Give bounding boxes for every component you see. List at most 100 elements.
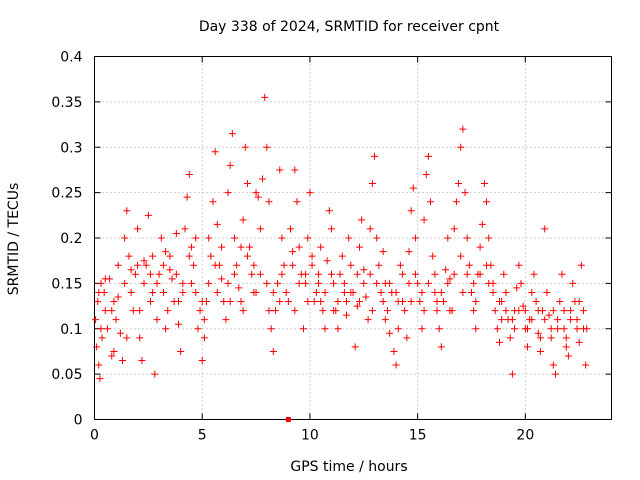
data-point (187, 279, 195, 287)
data-point (95, 361, 103, 369)
data-point (218, 275, 226, 283)
data-point (114, 261, 122, 269)
data-point (409, 184, 417, 192)
data-point (155, 270, 163, 278)
data-point (276, 166, 284, 174)
data-point (502, 307, 510, 315)
data-point (575, 298, 583, 306)
data-point (489, 288, 497, 296)
data-point-zero (285, 417, 291, 422)
x-tick-label: 20 (516, 428, 534, 444)
data-point (519, 302, 527, 310)
data-point (153, 279, 161, 287)
data-point (177, 347, 185, 355)
data-point (211, 148, 219, 156)
data-point (394, 325, 402, 333)
data-point (289, 261, 297, 269)
data-point (515, 307, 523, 315)
data-point (97, 325, 105, 333)
data-point (95, 288, 103, 296)
data-point (465, 261, 473, 269)
data-point (315, 279, 323, 287)
data-point (308, 252, 316, 260)
data-point (153, 316, 161, 324)
data-point (134, 261, 142, 269)
data-point (114, 293, 122, 301)
data-point (125, 252, 133, 260)
data-point (233, 261, 241, 269)
data-point (424, 152, 432, 160)
data-point (336, 270, 344, 278)
data-point (97, 279, 105, 287)
data-point (472, 298, 480, 306)
data-point (463, 270, 471, 278)
data-point (368, 307, 376, 315)
data-point (452, 198, 460, 206)
data-point (185, 170, 193, 178)
data-point (567, 307, 575, 315)
data-point (92, 316, 100, 324)
data-point (431, 270, 439, 278)
data-point (379, 248, 387, 256)
data-point (162, 248, 170, 256)
data-point (327, 225, 335, 233)
data-point (554, 325, 562, 333)
data-point (485, 234, 493, 242)
data-point (190, 261, 198, 269)
data-point (131, 270, 139, 278)
data-point (209, 198, 217, 206)
data-point (424, 279, 432, 287)
data-point (147, 298, 155, 306)
data-point (562, 334, 570, 342)
data-point (101, 275, 109, 283)
data-point (207, 252, 215, 260)
data-point (271, 307, 279, 315)
data-point (442, 266, 450, 274)
data-point (140, 279, 148, 287)
data-point (302, 279, 310, 287)
data-point (196, 307, 204, 315)
data-point (392, 288, 400, 296)
data-point (541, 225, 549, 233)
data-point (295, 279, 303, 287)
data-point (543, 288, 551, 296)
data-point (231, 234, 239, 242)
data-point (360, 279, 368, 287)
data-point (265, 198, 273, 206)
data-point (560, 307, 568, 315)
data-point (319, 307, 327, 315)
data-point (108, 352, 116, 360)
data-point (200, 316, 208, 324)
data-point (94, 298, 102, 306)
data-point (172, 229, 180, 237)
data-point (291, 166, 299, 174)
data-point (142, 261, 150, 269)
data-point (198, 298, 206, 306)
data-point (485, 279, 493, 287)
data-point (317, 298, 325, 306)
data-point (528, 288, 536, 296)
data-point (315, 270, 323, 278)
y-tick-label: 0.05 (51, 367, 82, 383)
data-point (175, 298, 183, 306)
data-point (416, 298, 424, 306)
data-point (511, 325, 519, 333)
data-point (159, 288, 167, 296)
data-point (422, 170, 430, 178)
data-point (506, 334, 514, 342)
data-point (226, 161, 234, 169)
y-tick-label: 0.35 (51, 95, 82, 111)
x-tick-label: 5 (198, 428, 207, 444)
data-point (515, 261, 523, 269)
data-point (237, 243, 245, 251)
data-point (308, 261, 316, 269)
data-point (222, 316, 230, 324)
data-point (420, 307, 428, 315)
data-point (560, 325, 568, 333)
data-point (411, 270, 419, 278)
data-point (534, 329, 542, 337)
data-point (181, 225, 189, 233)
data-point (136, 334, 144, 342)
data-point (459, 288, 467, 296)
data-point (325, 207, 333, 215)
